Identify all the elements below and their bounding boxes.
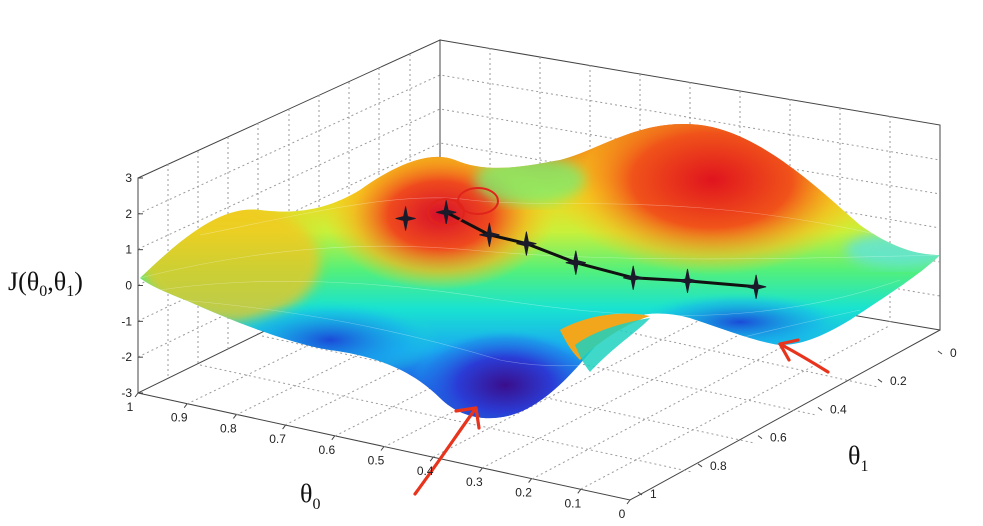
theta0-tick-mark [528, 478, 532, 483]
theta1-tick-mark [757, 435, 763, 440]
z-tick-label: -3 [121, 386, 132, 400]
theta1-tick-label: 0.8 [710, 459, 727, 473]
theta1-tick-mark [637, 491, 643, 496]
theta0-tick-mark [331, 435, 336, 441]
theta0-tick-label: 0.1 [564, 496, 581, 510]
descent-step-marker [746, 274, 767, 299]
theta0-tick-label: 0.9 [171, 411, 188, 425]
theta1-tick-mark [937, 350, 943, 355]
theta1-tick-label: 0.6 [770, 431, 787, 445]
theta0-tick-label: 0.3 [466, 475, 483, 489]
gradient-descent-path [395, 200, 767, 299]
theta0-tick-mark [183, 403, 188, 409]
theta0-tick-mark [626, 499, 631, 505]
cost-surface [140, 124, 940, 419]
theta1-tick-mark [697, 463, 703, 468]
descent-step-marker [395, 206, 416, 231]
descent-step-marker [623, 265, 644, 290]
descent-step-marker [516, 231, 537, 256]
z-axis-ticks: 3 2 1 0 -1 -2 -3 [121, 171, 143, 400]
theta1-axis-label: θ1 [848, 441, 868, 475]
theta0-tick-label: 0.5 [368, 454, 385, 468]
descent-step-marker [436, 200, 457, 225]
theta0-tick-label: 0.2 [515, 486, 532, 500]
start-circle-1 [427, 198, 465, 226]
theta0-tick-mark [232, 414, 237, 419]
descent-step-marker [677, 268, 698, 293]
theta1-tick-label: 0.2 [890, 374, 907, 388]
theta0-tick-label: 0.6 [318, 443, 335, 457]
z-tick-label: 0 [125, 279, 132, 293]
start-circle-2 [457, 187, 499, 215]
minimum-arrow-1 [413, 406, 481, 496]
descent-step-marker [479, 222, 500, 247]
theta0-tick-mark [134, 392, 139, 398]
theta0-tick-label: 0 [619, 507, 626, 521]
z-axis-label: J(θ0,θ1) [8, 267, 83, 300]
theta0-tick-label: 0.4 [417, 464, 434, 478]
theta0-axis-label: θ0 [300, 479, 320, 513]
theta1-tick-label: 1 [650, 487, 657, 501]
z-tick-label: 1 [125, 243, 132, 257]
theta1-tick-label: 0 [950, 346, 957, 360]
theta0-tick-mark [380, 446, 385, 451]
z-tick-label: 2 [125, 207, 132, 221]
theta1-tick-mark [877, 378, 883, 383]
theta0-tick-mark [577, 488, 582, 494]
theta0-tick-mark [429, 456, 434, 462]
theta0-tick-label: 0.7 [269, 432, 286, 446]
z-tick-label: -2 [121, 350, 132, 364]
theta0-tick-mark [282, 424, 287, 430]
theta0-tick-mark [478, 467, 483, 473]
theta0-tick-label: 1 [127, 400, 134, 414]
theta1-tick-label: 0.4 [830, 402, 847, 416]
theta1-tick-mark [817, 406, 823, 411]
descent-step-marker [565, 250, 586, 275]
theta0-tick-label: 0.8 [220, 421, 237, 435]
theta1-axis-ticks: 0 0.2 0.4 0.6 0.8 1 [637, 346, 957, 501]
z-tick-label: -1 [121, 314, 132, 328]
z-tick-label: 3 [125, 171, 132, 185]
theta0-axis-ticks: 1 0.9 0.8 0.7 0.6 0.5 0.4 0.3 0.2 0.1 0 [127, 392, 631, 521]
minimum-arrow-2 [778, 338, 830, 374]
